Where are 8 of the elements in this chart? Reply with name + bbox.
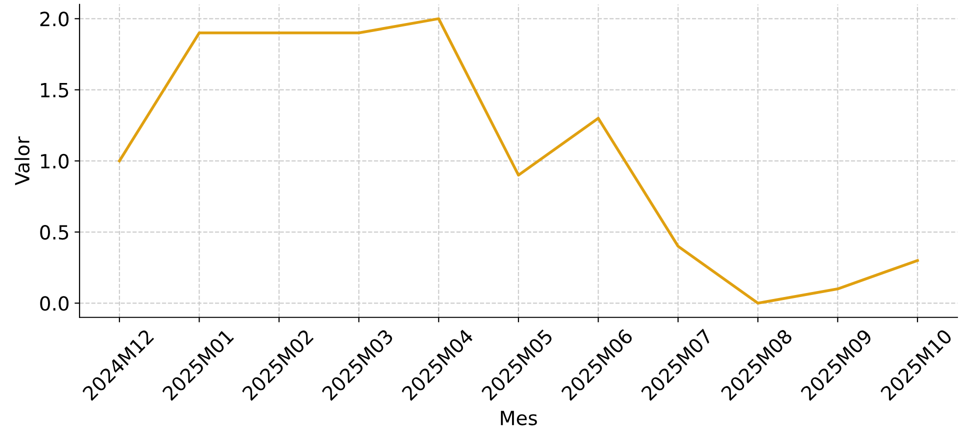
x-axis-title: Mes <box>500 410 537 426</box>
y-tick-label: 0.5 <box>40 224 68 240</box>
y-tick-label: 1.5 <box>41 83 68 98</box>
y-axis-title: Valor <box>14 136 30 186</box>
y-tick-label: 1.0 <box>41 154 69 169</box>
line-series <box>118 17 919 305</box>
y-tick-label: 2.0 <box>40 12 69 26</box>
y-tick-label: 0.0 <box>40 296 69 311</box>
